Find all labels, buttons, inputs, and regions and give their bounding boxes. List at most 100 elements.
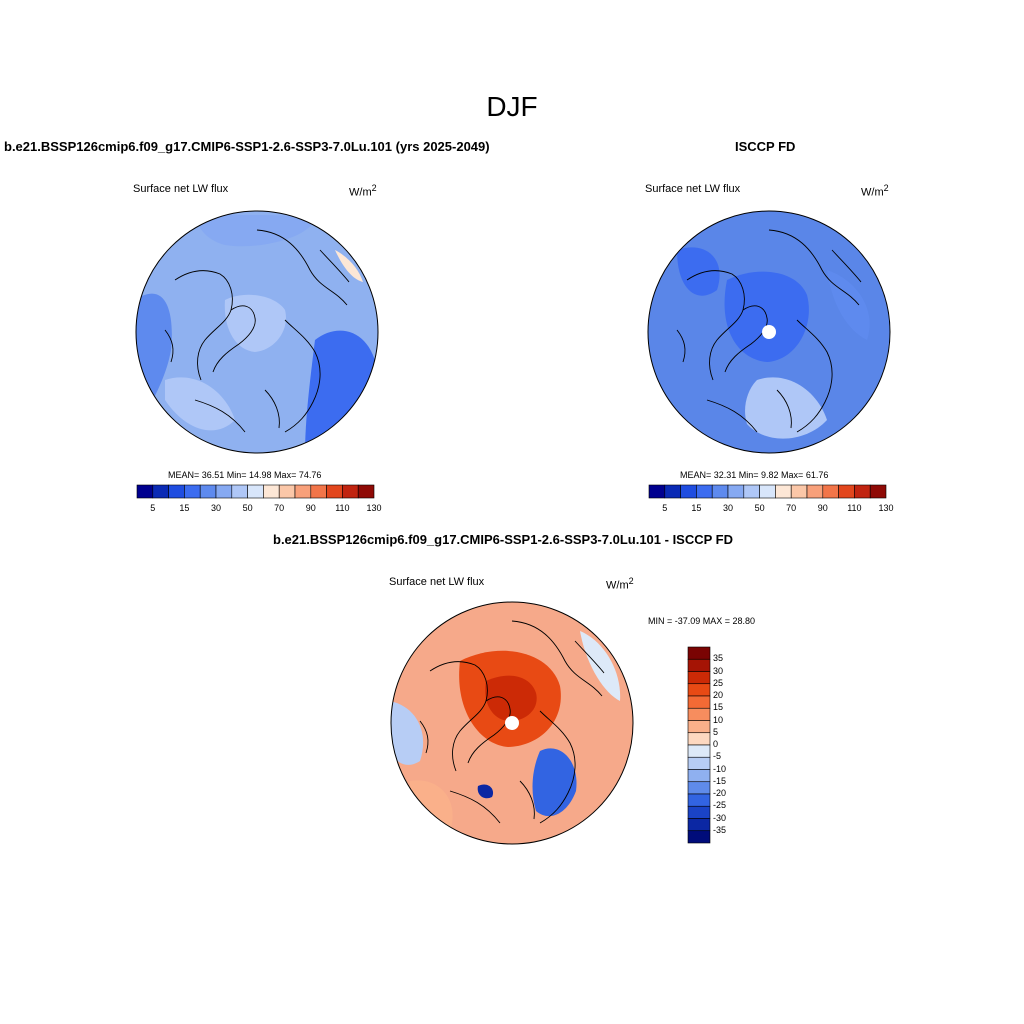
coastline — [706, 399, 758, 433]
map-border — [390, 601, 634, 845]
colorbar-tick-label: 30 — [210, 503, 222, 513]
coastline — [449, 790, 501, 824]
colorbar-swatch — [759, 484, 776, 499]
colorbar-tick-label: 5 — [662, 503, 668, 513]
colorbar-swatch — [687, 707, 711, 721]
colorbar-labels-diff: 35 30 25 20 15 10 5 0 -5 -10 -15 -20 -25 -30 -35 — [713, 647, 753, 843]
colorbar-swatch — [869, 484, 887, 499]
colorbar-swatch — [278, 484, 296, 499]
coastline — [768, 229, 860, 306]
panel-label-obs: Surface net LW flux — [645, 183, 741, 195]
colorbar-tick-label: 130 — [366, 503, 382, 513]
colorbar-swatch — [790, 484, 808, 499]
coastline — [539, 710, 576, 824]
panel-title-obs: ISCCP FD — [735, 139, 796, 154]
units-label-model: W/m2 — [349, 183, 377, 199]
colorbar-tick-label: 90 — [305, 503, 316, 513]
colorbar-swatch — [168, 484, 185, 499]
panel-label-model: Surface net LW flux — [133, 183, 229, 195]
colorbar-tick-label: -20 — [713, 788, 727, 798]
colorbar-swatch — [664, 484, 681, 499]
colorbar-swatch — [743, 484, 760, 499]
colorbar-tick-label: 15 — [691, 503, 702, 513]
colorbar-swatch — [727, 484, 745, 499]
stats-obs: MEAN= 32.31 Min= 9.82 Max= 61.76 — [680, 470, 829, 480]
colorbar-tick-label: 130 — [878, 503, 894, 513]
colorbar-swatch — [687, 769, 711, 783]
coastline — [796, 319, 833, 433]
colorbar-swatch — [687, 756, 711, 770]
coastline — [511, 620, 603, 697]
coastline — [284, 319, 321, 433]
coastline — [574, 640, 605, 674]
colorbar-swatch — [231, 484, 248, 499]
coastline — [164, 329, 174, 363]
contour-region — [335, 250, 363, 282]
colorbar-diff — [687, 646, 711, 844]
colorbar-swatch — [687, 720, 711, 734]
colorbar-swatch — [806, 484, 824, 499]
map-border — [647, 210, 891, 454]
colorbar-tick-label: 30 — [713, 665, 724, 676]
colorbar-swatch — [326, 484, 343, 499]
colorbar-swatch — [648, 484, 666, 499]
colorbar-swatch — [687, 646, 711, 660]
contour-region — [136, 293, 172, 440]
colorbar-labels-obs: 5 15 30 50 70 90 110 130 — [649, 503, 893, 515]
colorbar-swatch — [775, 484, 792, 499]
colorbar-swatch — [687, 744, 711, 758]
units-label-diff: W/m2 — [606, 576, 634, 592]
panel-label-diff: Surface net LW flux — [389, 576, 485, 588]
panel-title-model: b.e21.BSSP126cmip6.f09_g17.CMIP6-SSP1-2.… — [4, 139, 490, 154]
colorbar-swatch — [136, 484, 154, 499]
colorbar-swatch — [687, 695, 711, 709]
pole-missing-data — [762, 325, 776, 339]
colorbar-tick-label: 15 — [179, 503, 190, 513]
colorbar-swatch — [687, 830, 711, 844]
colorbar-swatch — [687, 732, 711, 746]
colorbar-swatch — [680, 484, 697, 499]
colorbar-tick-label: 15 — [713, 702, 724, 713]
units-label-obs: W/m2 — [861, 183, 889, 199]
colorbar-tick-label: 5 — [150, 503, 156, 513]
colorbar-tick-label: -25 — [713, 800, 727, 811]
colorbar-swatch — [310, 484, 327, 499]
coastline — [831, 249, 862, 283]
colorbar-swatch — [152, 484, 169, 499]
colorbar-tick-label: 10 — [713, 714, 724, 725]
colorbar-labels-model: 5 15 30 50 70 90 110 130 — [137, 503, 381, 515]
colorbar-swatch — [263, 484, 280, 499]
colorbar-tick-label: -35 — [713, 824, 727, 835]
coastline — [194, 399, 246, 433]
pole-missing-data — [505, 716, 519, 730]
contour-region — [677, 247, 720, 296]
contour-region — [532, 748, 577, 817]
colorbar-tick-label: 30 — [722, 503, 734, 513]
colorbar-tick-label: 50 — [754, 503, 765, 513]
colorbar-swatch — [687, 671, 711, 685]
coastline — [256, 229, 348, 306]
colorbar-tick-label: 110 — [847, 503, 862, 513]
colorbar-swatch — [199, 484, 217, 499]
contour-region — [391, 701, 424, 765]
coastline — [776, 389, 792, 429]
coastline — [676, 329, 686, 363]
colorbar-swatch — [687, 793, 711, 807]
contour-region — [165, 377, 235, 431]
coastline — [419, 720, 429, 754]
coastline — [212, 305, 256, 373]
colorbar-swatch — [215, 484, 233, 499]
colorbar-tick-label: 0 — [713, 739, 719, 749]
colorbar-tick-label: 70 — [786, 503, 797, 513]
colorbar-swatch — [687, 818, 711, 832]
colorbar-model — [136, 484, 375, 499]
polar-map-model — [135, 210, 379, 454]
colorbar-tick-label: 5 — [713, 726, 719, 737]
stats-model: MEAN= 36.51 Min= 14.98 Max= 74.76 — [168, 470, 322, 480]
colorbar-obs — [648, 484, 887, 499]
colorbar-tick-label: 25 — [713, 677, 724, 688]
polar-map-obs — [647, 210, 891, 454]
colorbar-swatch — [838, 484, 855, 499]
colorbar-tick-label: -5 — [713, 751, 722, 762]
